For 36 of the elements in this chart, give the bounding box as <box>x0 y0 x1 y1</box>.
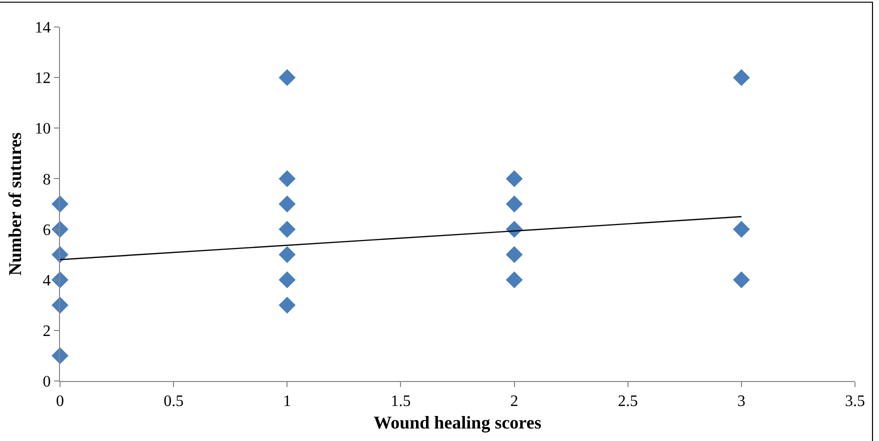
point <box>278 271 296 288</box>
y-tick-label: 6 <box>42 222 51 239</box>
point <box>732 271 750 288</box>
point <box>278 246 296 264</box>
point <box>52 296 68 314</box>
x-tick-label: 0 <box>56 393 64 410</box>
x-tick-label: 2 <box>510 393 518 410</box>
point <box>52 271 68 288</box>
point <box>52 220 68 238</box>
point <box>506 271 523 288</box>
point <box>278 296 296 314</box>
point <box>278 220 296 238</box>
x-tick-label: 1 <box>283 393 292 410</box>
y-tick-label: 4 <box>42 272 51 290</box>
point <box>506 196 523 212</box>
point <box>506 170 523 188</box>
x-tick-label: 3.5 <box>845 393 865 410</box>
point <box>278 196 296 212</box>
x-tick-label: 3 <box>737 393 746 410</box>
point <box>732 220 750 238</box>
y-tick-label: 2 <box>42 323 51 340</box>
y-tick-label: 14 <box>34 20 51 37</box>
y-tick-label: 0 <box>42 374 51 391</box>
point <box>732 69 750 86</box>
x-tick-label: 1.5 <box>390 393 411 410</box>
y-tick-label: 8 <box>42 171 51 188</box>
point <box>506 246 523 264</box>
y-tick-label: 10 <box>34 120 51 138</box>
x-axis-title: Wound healing scores <box>374 412 542 432</box>
x-tick-label: 0.5 <box>164 393 184 410</box>
y-tick-label: 12 <box>34 70 51 88</box>
x-tick-label: 2.5 <box>618 393 638 410</box>
point <box>278 170 296 188</box>
y-axis-title: Number of sutures <box>5 132 25 276</box>
point <box>52 347 68 364</box>
point <box>278 69 296 86</box>
